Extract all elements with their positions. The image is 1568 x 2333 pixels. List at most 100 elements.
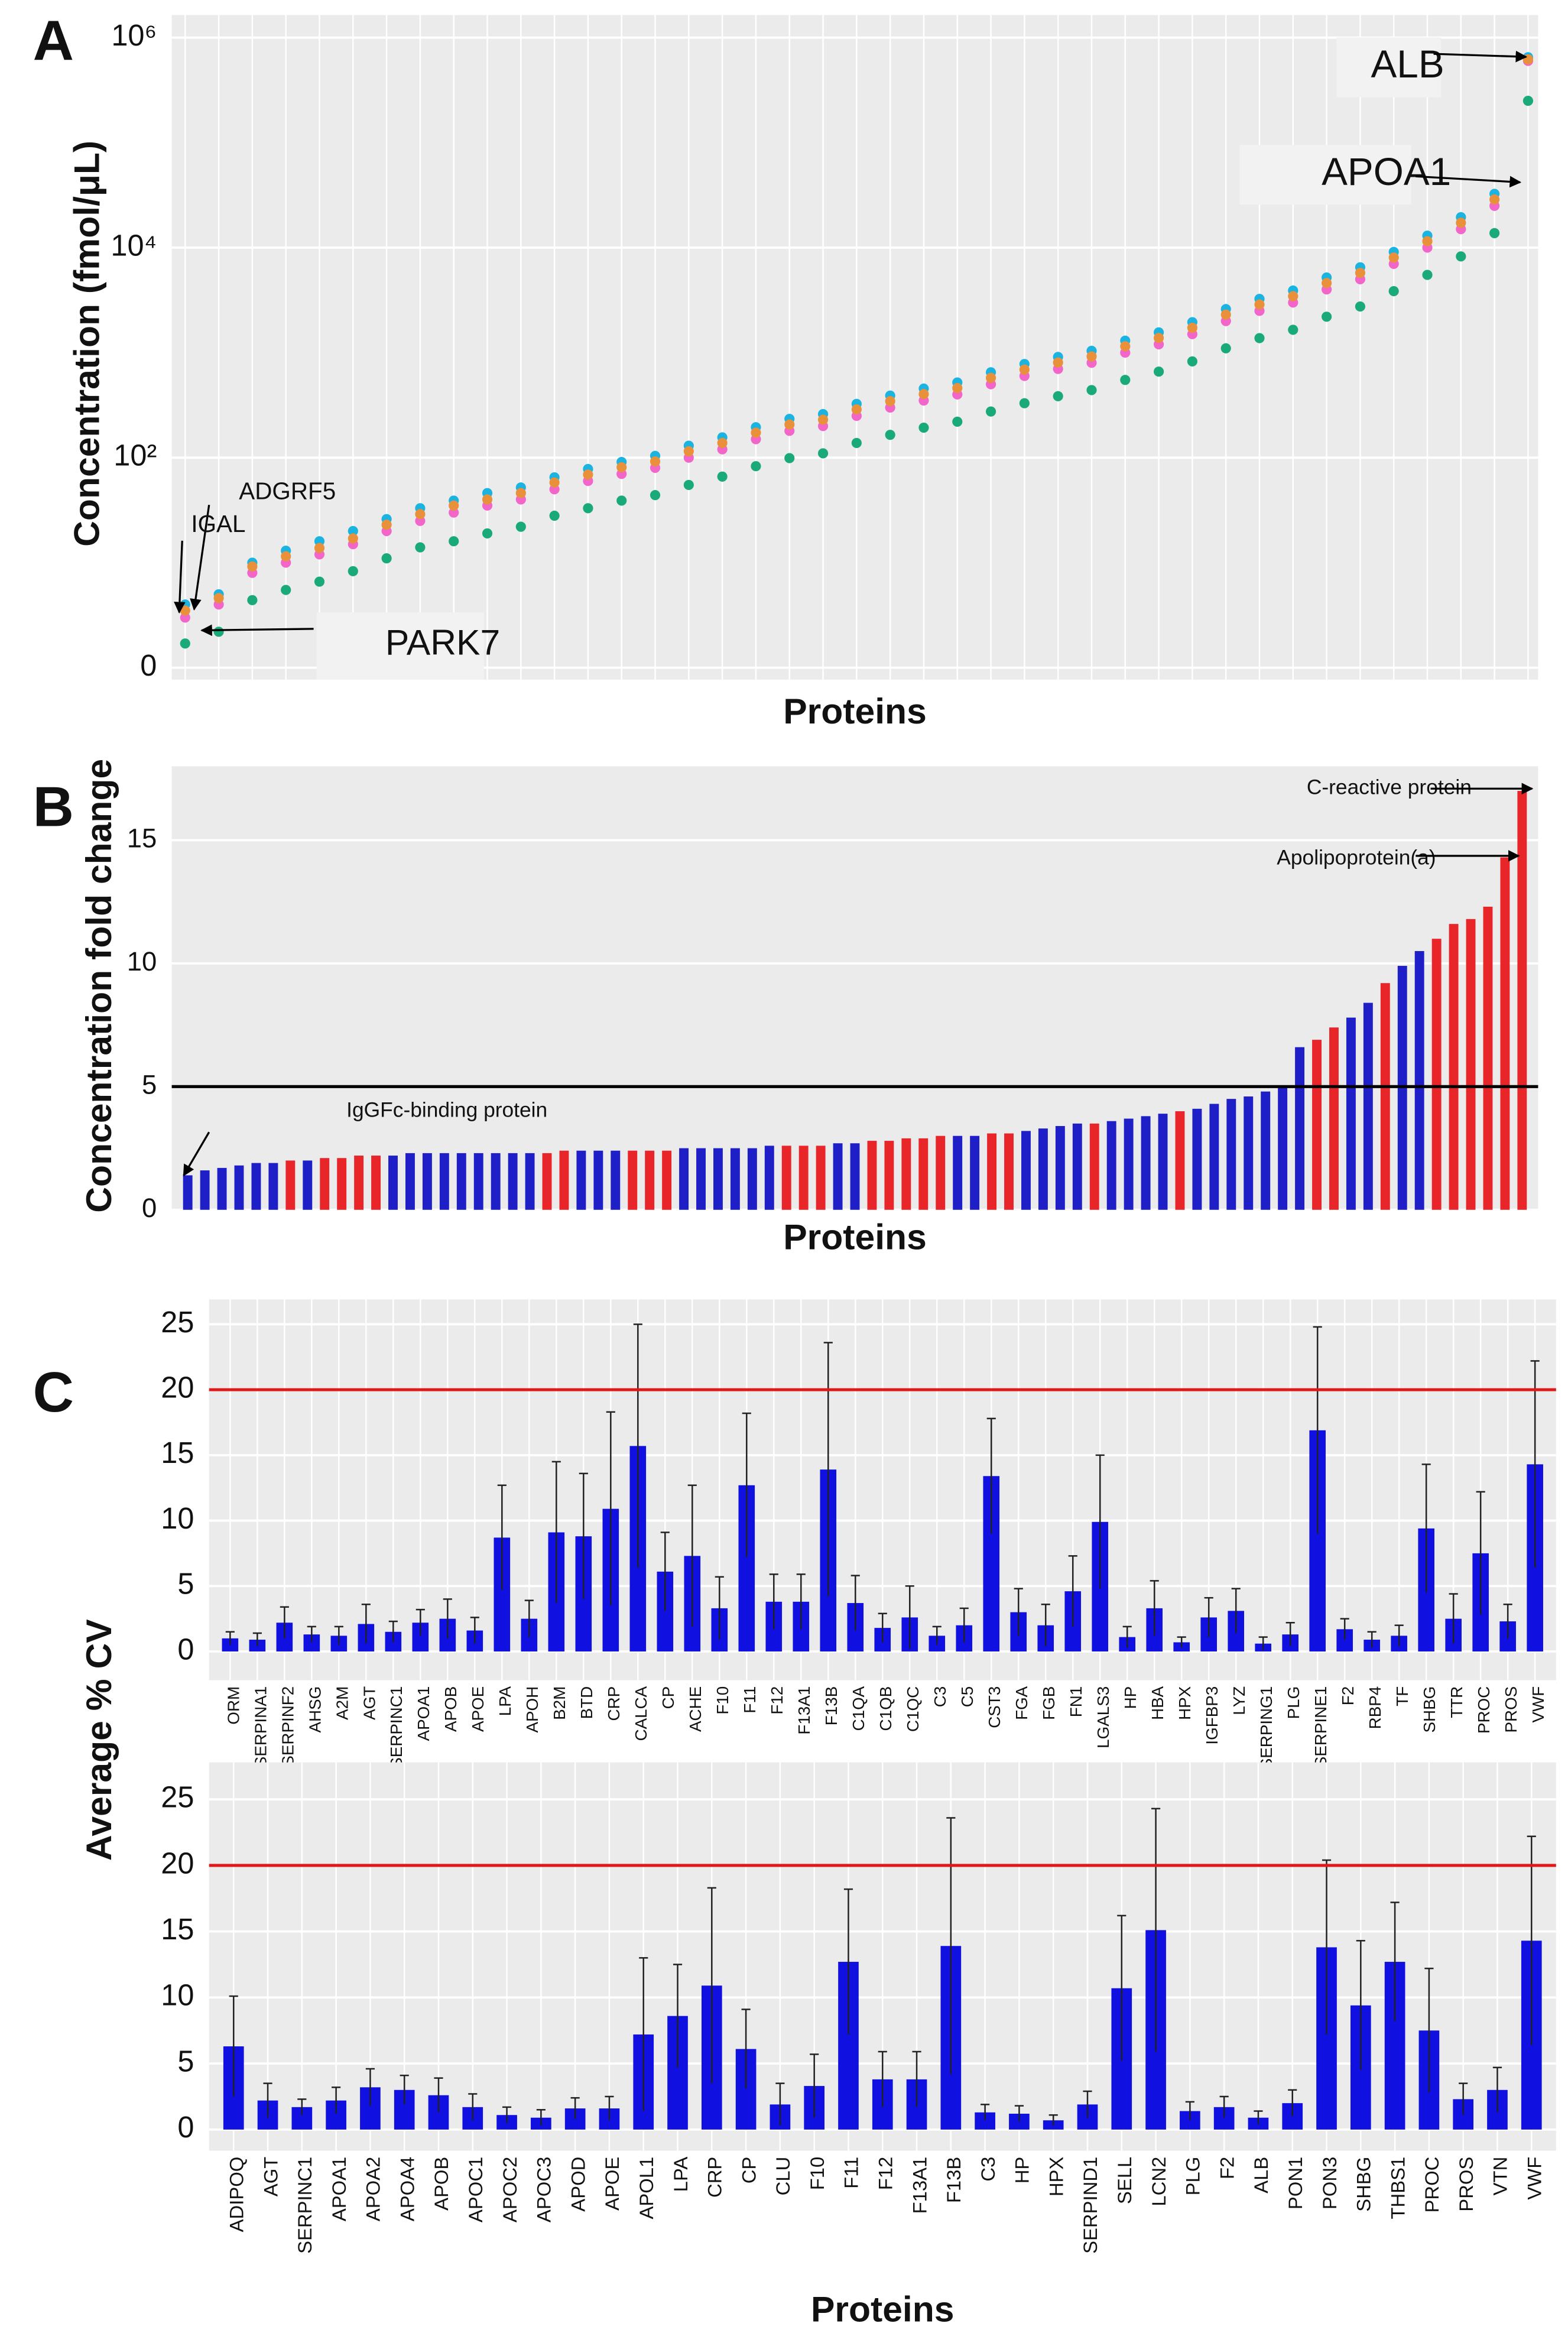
point — [515, 521, 526, 532]
bar — [388, 1156, 398, 1210]
x-tick-label: PROC — [1475, 1686, 1493, 1734]
bar — [1124, 1118, 1134, 1210]
x-tick-label: F12 — [875, 2157, 897, 2191]
y-tick-label: 0 — [177, 1632, 194, 1666]
point — [1086, 351, 1097, 362]
y-axis-label: Concentration fold change — [79, 759, 119, 1213]
point — [247, 595, 258, 605]
x-tick-label: C3 — [977, 2157, 999, 2182]
x-tick-label: PON3 — [1319, 2157, 1340, 2209]
bar — [1346, 1017, 1356, 1210]
x-tick-label: CLU — [772, 2157, 794, 2196]
x-tick-label: C5 — [958, 1686, 976, 1708]
x-axis-label: Proteins — [783, 691, 927, 731]
annotation-arrow — [190, 504, 210, 611]
x-tick-label: CP — [738, 2157, 759, 2184]
bar — [525, 1153, 535, 1210]
x-tick-label: VWF — [1529, 1686, 1547, 1723]
x-tick-label: THBS1 — [1387, 2157, 1408, 2220]
bar — [884, 1141, 894, 1210]
point — [247, 561, 258, 572]
x-tick-label: SERPINC1 — [387, 1686, 405, 1769]
x-tick-label: PROS — [1455, 2157, 1477, 2212]
bar — [1209, 1104, 1219, 1210]
x-tick-label: ALB — [1250, 2157, 1272, 2194]
point — [918, 422, 929, 433]
bar — [764, 1146, 774, 1210]
annotation: PARK7 — [385, 622, 500, 663]
x-tick-label: F11 — [741, 1686, 759, 1714]
x-tick-label: APOB — [430, 2157, 452, 2211]
bar — [405, 1153, 415, 1210]
bar — [1329, 1027, 1339, 1210]
bar — [645, 1150, 655, 1210]
point — [1254, 333, 1265, 343]
point — [1220, 343, 1231, 353]
point — [1322, 278, 1332, 288]
point — [1254, 299, 1265, 310]
bar — [593, 1150, 603, 1210]
x-tick-label: F12 — [768, 1686, 786, 1715]
point — [213, 627, 224, 637]
x-tick-label: SERPIND1 — [1079, 2157, 1101, 2254]
bar — [439, 1153, 449, 1210]
bar — [320, 1158, 330, 1210]
bar — [1158, 1114, 1168, 1210]
x-tick-label: RBP4 — [1366, 1686, 1384, 1730]
point — [1456, 218, 1466, 228]
point — [281, 585, 291, 595]
bar — [936, 1135, 946, 1210]
point — [1019, 364, 1030, 375]
y-axis-label: Concentration (fmol/μL) — [67, 141, 107, 547]
bar — [867, 1141, 877, 1210]
point — [717, 471, 728, 482]
x-tick-label: F11 — [840, 2157, 862, 2189]
bar — [1141, 1116, 1151, 1210]
x-tick-label: F10 — [806, 2157, 828, 2191]
y-tick-label: 10 — [161, 1501, 194, 1535]
point — [314, 543, 325, 553]
bar — [798, 1146, 809, 1210]
x-tick-label: LPA — [496, 1686, 514, 1716]
x-tick-label: BTD — [577, 1686, 596, 1719]
bar — [559, 1150, 569, 1210]
point — [1355, 268, 1365, 278]
x-tick-label: F13A1 — [908, 2157, 930, 2214]
point — [817, 448, 829, 459]
annotation-arrow — [200, 624, 314, 637]
y-tick-label: 10 — [127, 946, 157, 976]
y-tick-label: 10² — [113, 439, 157, 472]
x-tick-label: LYZ — [1230, 1686, 1248, 1715]
bar — [1431, 939, 1442, 1210]
point — [1489, 194, 1500, 205]
point — [381, 520, 392, 530]
y-tick-label: 5 — [177, 2044, 194, 2078]
annotation-box — [316, 612, 484, 680]
annotation-arrow — [1433, 50, 1528, 63]
point — [583, 503, 593, 514]
x-tick-label: CST3 — [985, 1686, 1004, 1728]
bar — [234, 1165, 244, 1210]
bar — [285, 1160, 296, 1210]
bar — [747, 1148, 757, 1210]
y-tick-label: 15 — [161, 1912, 194, 1946]
panel-label: B — [33, 775, 74, 839]
y-tick-label: 10 — [161, 1978, 194, 2012]
bar — [1192, 1108, 1202, 1210]
annotation-arrow — [174, 540, 186, 614]
bar — [918, 1138, 929, 1210]
bar — [371, 1156, 381, 1210]
bar — [183, 1175, 193, 1210]
point — [1053, 357, 1063, 368]
bar — [1500, 857, 1510, 1210]
bar — [422, 1153, 432, 1210]
bar — [1278, 1086, 1288, 1210]
x-tick-label: LPA — [670, 2157, 692, 2192]
panel-label: C — [33, 1361, 74, 1424]
bar — [268, 1163, 278, 1210]
x-tick-label: PLG — [1182, 2157, 1204, 2196]
point — [1187, 356, 1197, 367]
point — [1053, 391, 1063, 401]
x-tick-label: AHSG — [306, 1686, 324, 1733]
point — [1187, 322, 1197, 333]
